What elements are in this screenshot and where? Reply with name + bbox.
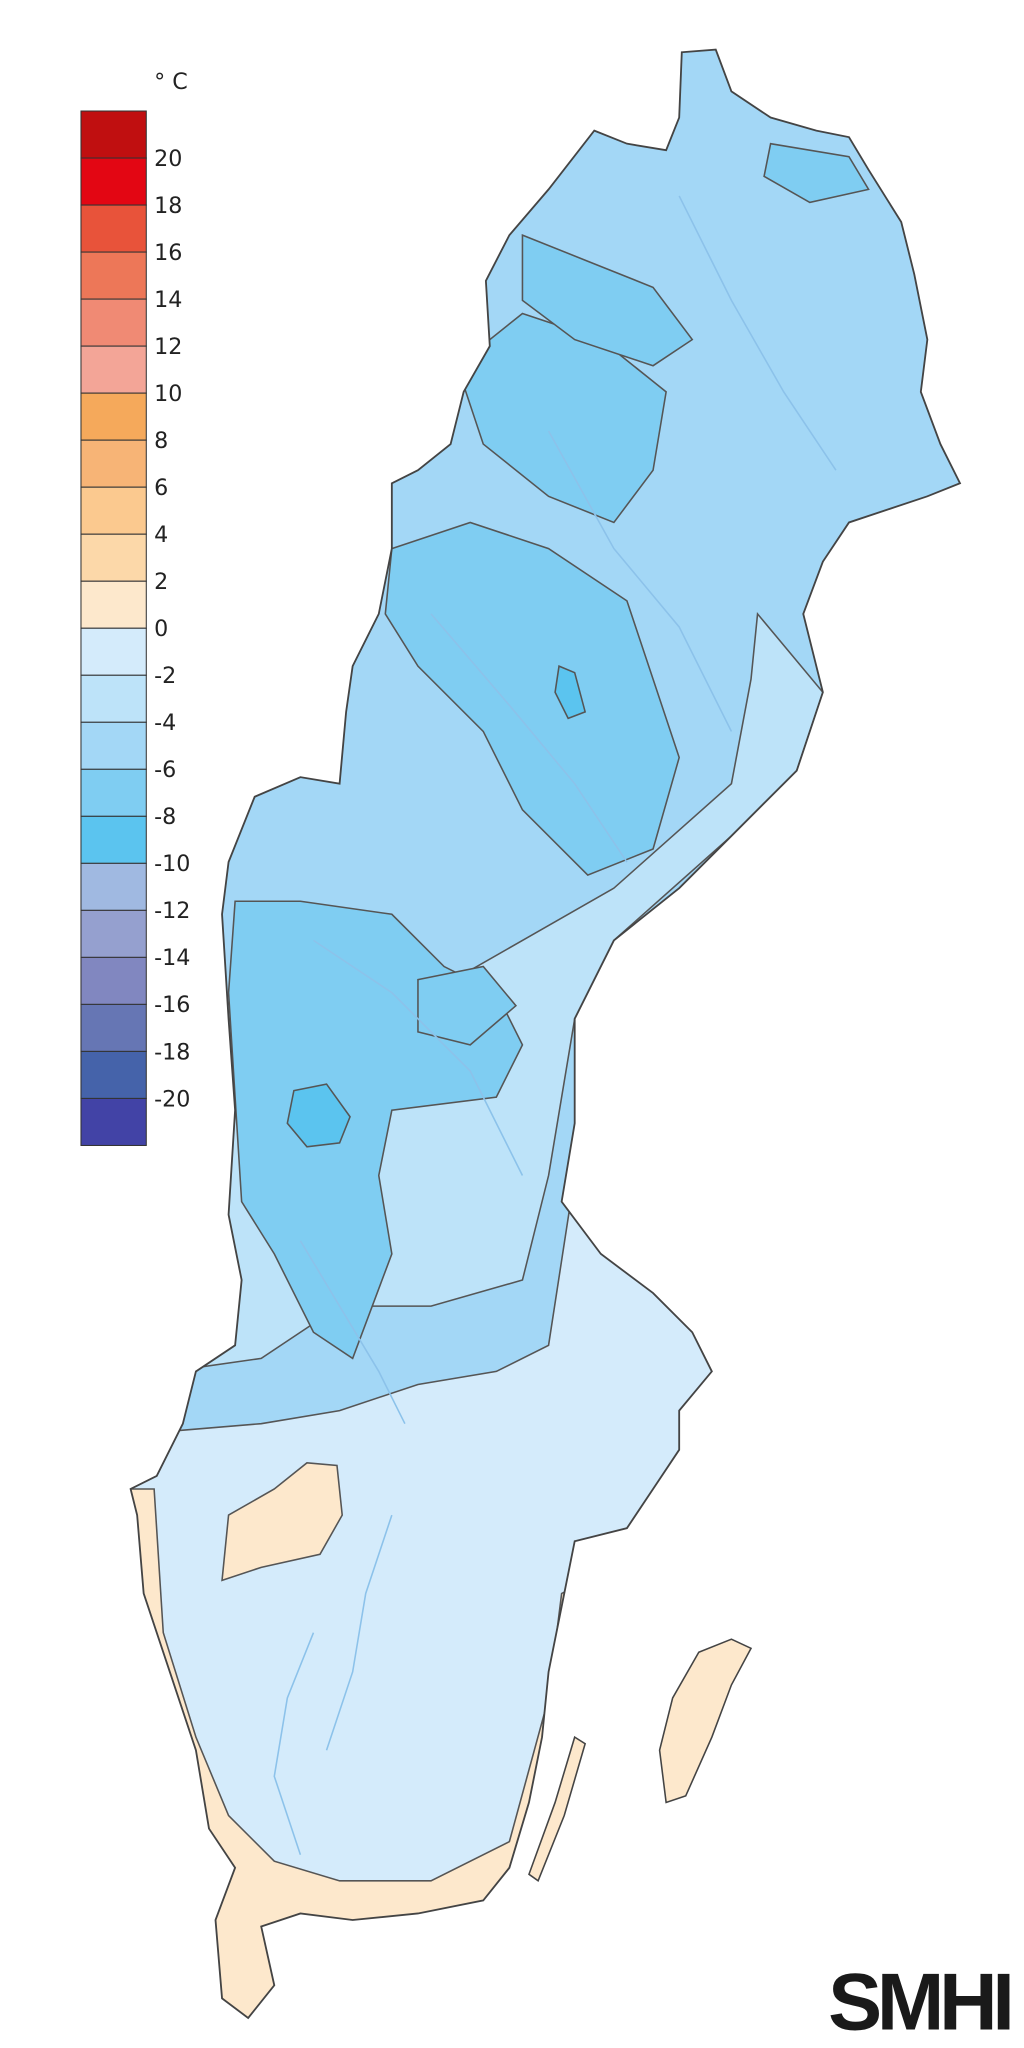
legend-label: 8 — [154, 428, 168, 454]
sweden-map — [129, 48, 962, 2020]
legend-label: -14 — [154, 945, 190, 971]
color-legend: ° C 20181614121086420-2-4-6-8-10-12-14-1… — [80, 69, 190, 1146]
legend-label: -10 — [154, 851, 190, 877]
island-oland — [528, 1735, 587, 1883]
river — [678, 195, 837, 471]
region-minus6-to-minus8 — [384, 521, 681, 877]
smhi-logo: SMHI — [828, 1958, 1015, 2048]
legend-label: -20 — [154, 1086, 190, 1112]
legend-label: 0 — [154, 616, 168, 642]
river — [430, 613, 628, 863]
region-minus6-to-minus8 — [456, 312, 667, 524]
legend-swatch — [80, 439, 147, 488]
legend-label: 4 — [154, 522, 168, 548]
legend-swatch — [80, 1050, 147, 1099]
legend-swatch — [80, 627, 147, 676]
legend-swatch — [80, 862, 147, 911]
legend-label: 2 — [154, 569, 168, 595]
legend-swatch — [80, 251, 147, 300]
legend-label: -8 — [154, 804, 176, 830]
legend-label: -16 — [154, 992, 190, 1018]
legend-label: 10 — [154, 381, 182, 407]
legend-swatch — [80, 1003, 147, 1052]
legend-label: -4 — [154, 710, 176, 736]
legend-label: 12 — [154, 334, 182, 360]
river — [299, 1240, 406, 1425]
legend-swatch — [80, 533, 147, 582]
region-minus8-to-minus10 — [554, 665, 587, 720]
legend-swatch — [80, 721, 147, 770]
legend-label: -2 — [154, 663, 176, 689]
island-gotland — [658, 1638, 753, 1804]
legend-swatch — [80, 157, 147, 206]
region-0-to-2-lake-vanern — [221, 1462, 344, 1582]
legend-swatch — [80, 909, 147, 958]
legend-swatch — [80, 1097, 147, 1146]
legend-label: 16 — [154, 240, 182, 266]
legend-label: -12 — [154, 898, 190, 924]
legend-swatch — [80, 110, 147, 159]
river — [325, 1514, 393, 1751]
legend-label: 14 — [154, 287, 182, 313]
region-minus6-to-minus8 — [417, 965, 518, 1046]
legend-swatch — [80, 345, 147, 394]
legend-swatch — [80, 486, 147, 535]
sweden-coastline — [129, 48, 962, 2020]
legend-label: 20 — [154, 146, 182, 172]
region-minus6-to-minus8 — [521, 233, 694, 367]
legend-label: 18 — [154, 193, 182, 219]
legend-swatch — [80, 298, 147, 347]
legend-swatch — [80, 204, 147, 253]
river — [313, 939, 524, 1176]
legend-unit: ° C — [154, 69, 188, 95]
region-minus8-to-minus10 — [286, 1083, 351, 1148]
legend-label: -6 — [154, 757, 176, 783]
region-minus6-to-minus8 — [763, 142, 870, 204]
river — [547, 430, 733, 732]
legend-swatch — [80, 956, 147, 1005]
legend-swatch — [80, 815, 147, 864]
legend-swatch — [80, 392, 147, 441]
legend-swatch — [80, 674, 147, 723]
legend-label: -18 — [154, 1039, 190, 1065]
legend-swatch — [80, 580, 147, 629]
river — [273, 1632, 315, 1855]
smhi-logo-text: SMHI — [828, 1958, 1010, 2048]
legend-swatch — [80, 768, 147, 817]
legend-label: 6 — [154, 475, 168, 501]
